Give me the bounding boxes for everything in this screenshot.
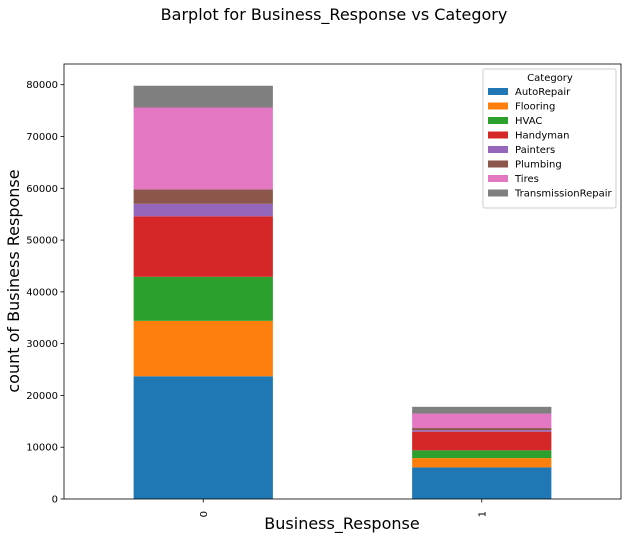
legend-swatch-transmissionrepair bbox=[488, 189, 508, 197]
legend-label-transmissionrepair: TransmissionRepair bbox=[514, 189, 613, 200]
bar-segment-transmissionrepair-0 bbox=[133, 85, 273, 108]
legend-label-flooring: Flooring bbox=[515, 102, 555, 113]
legend-box bbox=[482, 68, 617, 209]
bar-segment-plumbing-0 bbox=[133, 189, 273, 204]
legend-label-painters: Painters bbox=[515, 145, 555, 156]
bar-segment-handyman-1 bbox=[412, 431, 552, 451]
y-tick-label: 70000 bbox=[26, 132, 58, 143]
bar-segment-flooring-0 bbox=[133, 320, 273, 377]
legend-swatch-handyman bbox=[488, 131, 508, 139]
y-axis: 0 10000 20000 30000 40000 50000 60000 70000 8000… bbox=[26, 80, 64, 506]
bar-segment-hvac-1 bbox=[412, 450, 552, 459]
legend-label-hvac: HVAC bbox=[515, 116, 542, 127]
y-tick-label: 50000 bbox=[26, 236, 58, 247]
y-axis-title: count of Business Response bbox=[4, 169, 23, 392]
plot-border bbox=[63, 63, 622, 500]
legend-title: Category bbox=[527, 73, 573, 84]
legend-items: AutoRepair Flooring HVAC Handyman Painters Pl… bbox=[488, 87, 613, 200]
y-tick-label: 80000 bbox=[26, 80, 58, 91]
bar-segment-autorepair-0 bbox=[133, 376, 273, 499]
y-tick-label: 10000 bbox=[26, 443, 58, 454]
y-tick-label: 20000 bbox=[26, 391, 58, 402]
y-tick-label: 60000 bbox=[26, 184, 58, 195]
legend-swatch-plumbing bbox=[488, 160, 508, 168]
x-tick-label: 1 bbox=[477, 511, 488, 517]
y-tick-label: 40000 bbox=[26, 287, 58, 298]
y-tick-label: 0 bbox=[52, 495, 58, 506]
legend-swatch-flooring bbox=[488, 102, 508, 110]
legend-label-autorepair: AutoRepair bbox=[515, 87, 571, 98]
x-tick-label: 0 bbox=[199, 511, 210, 517]
legend: Category AutoRepair Flooring HVAC Handyman P… bbox=[482, 68, 617, 209]
legend-swatch-hvac bbox=[488, 117, 508, 124]
bar-segment-painters-1 bbox=[412, 430, 552, 432]
bar-segment-tires-0 bbox=[133, 107, 273, 190]
legend-swatch-tires bbox=[488, 175, 508, 182]
bar-segment-tires-1 bbox=[412, 413, 552, 429]
bar-segment-handyman-0 bbox=[133, 216, 273, 277]
bar-segment-flooring-1 bbox=[412, 458, 552, 468]
legend-swatch-autorepair bbox=[488, 88, 508, 95]
legend-swatch-painters bbox=[488, 146, 508, 153]
y-tick-label: 30000 bbox=[26, 339, 58, 350]
bar-segment-painters-0 bbox=[133, 203, 273, 217]
legend-label-plumbing: Plumbing bbox=[515, 160, 562, 171]
legend-label-tires: Tires bbox=[514, 174, 539, 185]
bar-segment-plumbing-1 bbox=[412, 428, 552, 431]
x-axis-title: Business_Response bbox=[264, 514, 419, 534]
bar-segment-transmissionrepair-1 bbox=[412, 406, 552, 414]
bar-segment-autorepair-1 bbox=[412, 467, 552, 499]
legend-label-handyman: Handyman bbox=[515, 131, 569, 142]
chart-title: Barplot for Business_Response vs Categor… bbox=[161, 5, 508, 25]
bar-segment-hvac-0 bbox=[133, 276, 273, 321]
bars-layer bbox=[133, 85, 552, 499]
